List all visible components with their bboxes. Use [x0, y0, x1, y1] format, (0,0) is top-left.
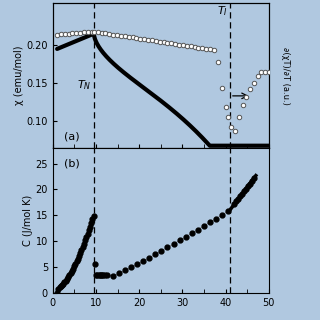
Y-axis label: ∂(χT)/∂T (a.u.): ∂(χT)/∂T (a.u.): [281, 47, 290, 105]
Text: (b): (b): [64, 158, 79, 168]
Text: $T_I$: $T_I$: [217, 4, 228, 18]
Text: (a): (a): [64, 131, 79, 141]
Text: $T_N$: $T_N$: [77, 78, 92, 92]
Y-axis label: C (J/mol K): C (J/mol K): [23, 195, 33, 246]
Y-axis label: χ (emu/mol): χ (emu/mol): [14, 46, 24, 105]
